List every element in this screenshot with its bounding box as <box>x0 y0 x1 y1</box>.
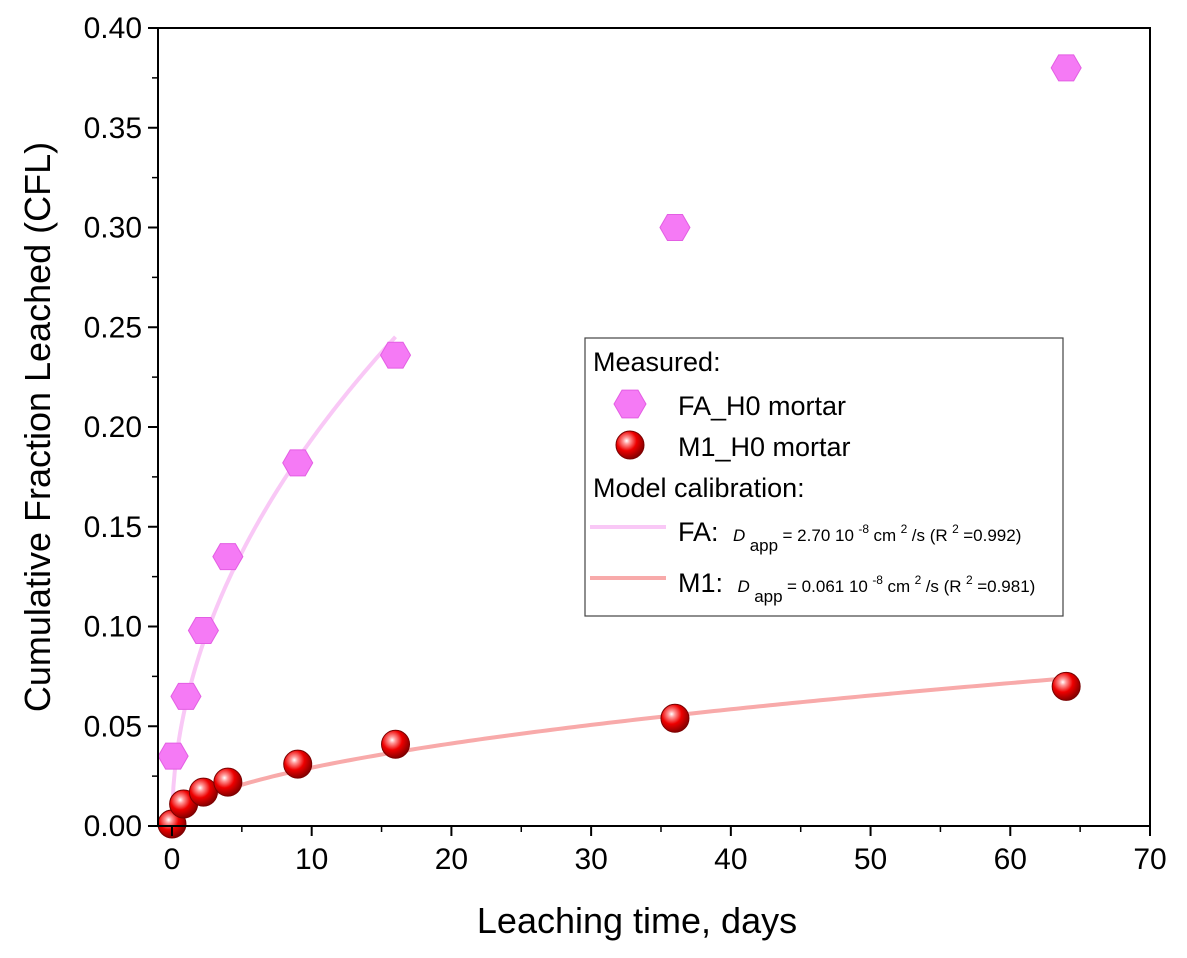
model-curve-fa <box>169 335 397 827</box>
legend-fa-label: FA_H0 mortar <box>678 391 846 421</box>
fa-data-point <box>379 341 412 369</box>
m1-data-point <box>381 729 411 759</box>
legend-m1-marker <box>615 430 645 460</box>
legend-m1-sphere <box>615 430 645 460</box>
legend-fa-model-text: FA: D app = 2.70 10 -8 cm 2 /s (R 2 =0.9… <box>678 517 1021 555</box>
y-tick-label: 0.35 <box>84 112 142 145</box>
legend-m1-d-subscript: app <box>754 587 782 606</box>
legend-measured-header: Measured: <box>593 347 721 377</box>
legend-fa-d-subscript: app <box>750 536 778 555</box>
legend-m1-exponent: -8 <box>872 573 883 587</box>
y-tick-label: 0.05 <box>84 710 142 743</box>
y-axis-title: Cumulative Fraction Leached (CFL) <box>17 142 58 712</box>
axis-tick-labels: 0 10 20 30 40 50 60 70 0.00 0.05 0.10 0.15 0.20 0.25 0… <box>84 12 1167 876</box>
axis-ticks <box>148 27 1151 836</box>
legend-fa-hexagon <box>613 389 647 419</box>
x-tick-label: 20 <box>435 843 468 876</box>
legend-fa-r2-value: =0.992) <box>963 526 1021 545</box>
m1-data-point <box>213 767 243 797</box>
y-tick-label: 0.25 <box>84 311 142 344</box>
legend-model-header: Model calibration: <box>593 473 805 503</box>
x-tick-label: 0 <box>164 843 181 876</box>
legend-fa-r2-exponent: 2 <box>952 522 959 536</box>
x-tick-label: 30 <box>574 843 607 876</box>
legend-m1-unit-exponent: 2 <box>915 573 922 587</box>
legend-fa-prefix: FA: <box>678 517 719 547</box>
data-markers <box>157 54 1082 839</box>
x-axis-title: Leaching time, days <box>477 900 797 941</box>
y-tick-label: 0.10 <box>84 611 142 644</box>
y-tick-label: 0.15 <box>84 511 142 544</box>
x-tick-label: 40 <box>714 843 747 876</box>
y-tick-label: 0.20 <box>84 411 142 444</box>
legend-fa-d-symbol: D <box>733 526 745 545</box>
fa-data-point <box>157 742 189 770</box>
fa-data-point <box>282 449 314 477</box>
legend-m1-prefix: M1: <box>678 568 723 598</box>
m1-data-point <box>660 703 690 733</box>
y-tick-label: 0.40 <box>84 12 142 45</box>
legend-fa-exponent: -8 <box>858 522 869 536</box>
fa-data-point <box>659 214 691 241</box>
legend-m1-unit-tail: /s (R <box>926 577 962 596</box>
y-tick-label: 0.00 <box>84 810 142 843</box>
x-tick-label: 70 <box>1133 843 1166 876</box>
x-tick-label: 60 <box>994 843 1027 876</box>
legend-box <box>584 337 1064 617</box>
x-tick-label: 50 <box>854 843 887 876</box>
legend-m1-value: = 0.061 10 <box>787 577 868 596</box>
legend-fa-marker <box>613 389 647 419</box>
legend-m1-r2-exponent: 2 <box>966 573 973 587</box>
legend-fa-unit: cm <box>873 526 896 545</box>
legend-fa-unit-tail: /s (R <box>912 526 948 545</box>
m1-data-point <box>188 777 218 807</box>
legend-m1-label: M1_H0 mortar <box>678 432 851 462</box>
m1-data-point <box>283 749 313 779</box>
fa-data-point <box>170 682 202 710</box>
legend-m1-model-text: M1: D app = 0.061 10 -8 cm 2 /s (R 2 =0.… <box>678 568 1035 606</box>
x-tick-label: 10 <box>295 843 328 876</box>
y-tick-label: 0.30 <box>84 212 142 245</box>
legend-m1-r2-value: =0.981) <box>977 577 1035 596</box>
legend-m1-unit: cm <box>887 577 910 596</box>
legend-m1-d-symbol: D <box>737 577 749 596</box>
fa-data-point <box>212 543 244 571</box>
m1-data-point <box>1051 671 1081 701</box>
legend-fa-unit-exponent: 2 <box>901 522 908 536</box>
legend: Measured: FA_H0 mortar M1_H0 mortar Mode… <box>584 337 1064 617</box>
fa-data-point <box>1050 54 1082 82</box>
legend-fa-value: = 2.70 10 <box>783 526 854 545</box>
model-curve-m1 <box>170 676 1067 827</box>
fa-data-point <box>187 617 219 644</box>
